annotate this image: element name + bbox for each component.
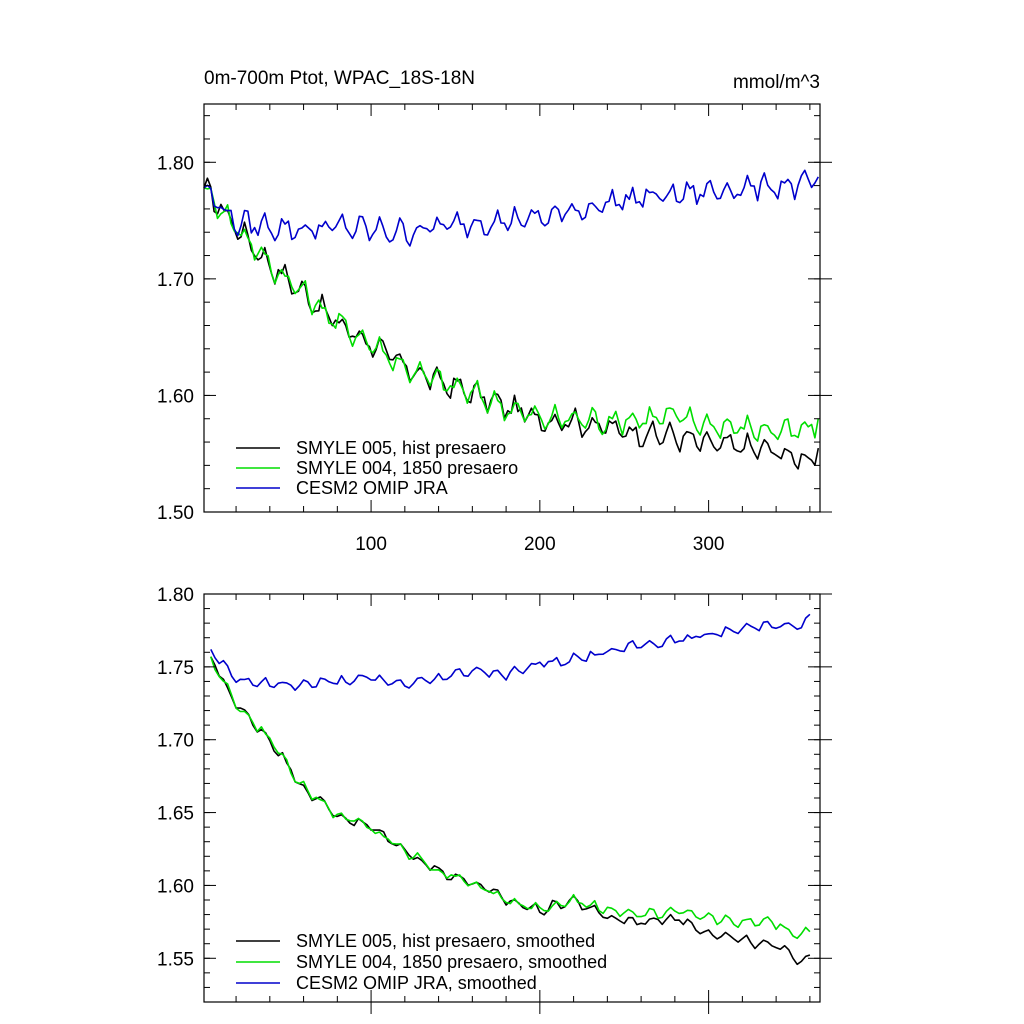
y-tick-label: 1.80 — [157, 585, 194, 606]
bottom-legend: SMYLE 005, hist presaero, smoothedSMYLE … — [236, 931, 607, 993]
bottom-panel: 1.55 1.60 1.65 1.70 1.75 1.80 SMYLE 005, hist… — [157, 585, 832, 1014]
y-tick-label: 1.75 — [157, 658, 194, 679]
y-tick-label: 1.80 — [157, 153, 194, 174]
series-line-3 — [203, 169, 819, 247]
x-tick-label: 200 — [524, 534, 556, 555]
series-line-1 — [210, 656, 811, 966]
legend-entry-label: CESM2 OMIP JRA — [296, 478, 448, 498]
y-tick-label: 1.70 — [157, 270, 194, 291]
top-units: mmol/m^3 — [733, 72, 820, 93]
legend-entry-label: CESM2 OMIP JRA, smoothed — [296, 973, 537, 993]
series-line-3 — [210, 613, 811, 692]
legend-entry-label: SMYLE 004, 1850 presaero — [296, 458, 518, 478]
legend-entry-label: SMYLE 005, hist presaero — [296, 438, 506, 458]
x-tick-label: 300 — [693, 534, 725, 555]
top-ticks: 100 200 300 1.50 1.60 1.70 1.80 — [157, 104, 832, 555]
x-tick-label: 100 — [355, 534, 387, 555]
top-title: 0m-700m Ptot, WPAC_18S-18N — [204, 68, 475, 89]
y-tick-label: 1.60 — [157, 876, 194, 897]
y-tick-label: 1.70 — [157, 731, 194, 752]
legend-entry-label: SMYLE 004, 1850 presaero, smoothed — [296, 952, 607, 972]
bottom-series-lines — [210, 613, 811, 966]
bottom-ticks: 1.55 1.60 1.65 1.70 1.75 1.80 — [157, 585, 832, 1014]
legend-entry-label: SMYLE 005, hist presaero, smoothed — [296, 931, 595, 951]
y-tick-label: 1.50 — [157, 503, 194, 524]
y-tick-label: 1.65 — [157, 804, 194, 825]
series-line-2 — [210, 656, 811, 940]
series-line-2 — [203, 187, 820, 442]
top-panel: 100 200 300 1.50 1.60 1.70 1.80 0m-700m Ptot, … — [157, 68, 832, 555]
y-tick-label: 1.60 — [157, 386, 194, 407]
top-plot-frame — [203, 103, 821, 513]
top-series-lines — [203, 169, 820, 470]
y-tick-label: 1.55 — [157, 949, 194, 970]
